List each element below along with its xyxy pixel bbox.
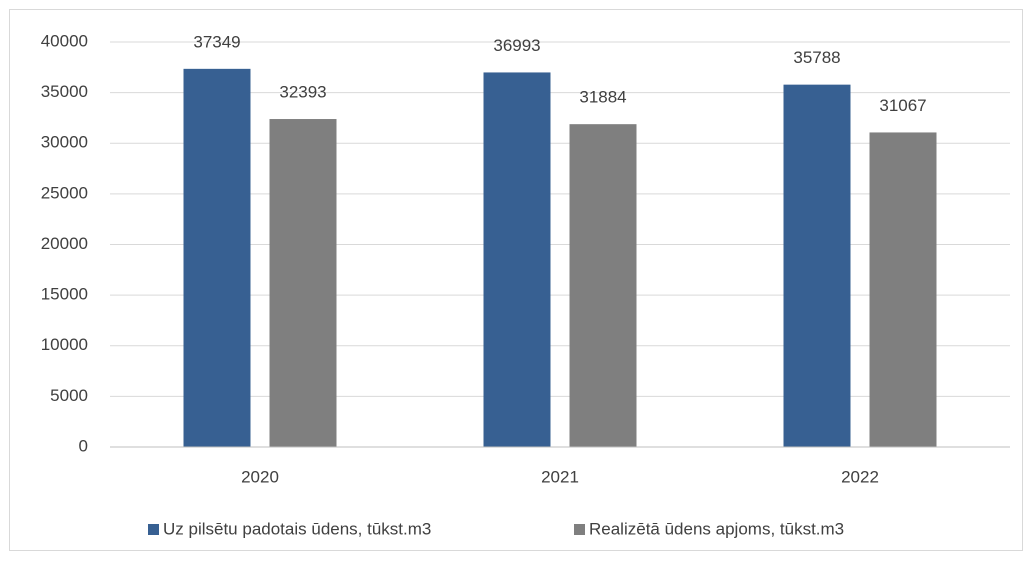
- y-tick-label: 20000: [41, 234, 88, 253]
- legend-label: Realizētā ūdens apjoms, tūkst.m3: [589, 519, 844, 538]
- y-tick-label: 30000: [41, 133, 88, 152]
- data-label: 36993: [493, 36, 540, 55]
- x-tick-label: 2022: [841, 467, 879, 486]
- y-tick-label: 5000: [50, 386, 88, 405]
- bar: [569, 124, 637, 447]
- y-tick-label: 35000: [41, 82, 88, 101]
- bar: [183, 68, 251, 448]
- data-label: 35788: [793, 48, 840, 67]
- bar: [783, 84, 851, 448]
- y-tick-label: 0: [79, 436, 88, 455]
- data-label: 37349: [193, 32, 240, 51]
- data-label: 32393: [279, 83, 326, 102]
- data-label: 31067: [879, 96, 926, 115]
- data-label: 31884: [579, 88, 626, 107]
- legend-label: Uz pilsētu padotais ūdens, tūkst.m3: [163, 519, 431, 538]
- y-tick-label: 10000: [41, 335, 88, 354]
- x-tick-label: 2020: [241, 467, 279, 486]
- bar: [269, 119, 337, 447]
- legend-swatch: [574, 524, 585, 535]
- y-tick-label: 15000: [41, 285, 88, 304]
- bar: [483, 72, 551, 448]
- bar: [869, 132, 937, 447]
- x-tick-label: 2021: [541, 467, 579, 486]
- y-tick-label: 25000: [41, 183, 88, 202]
- legend-swatch: [148, 524, 159, 535]
- y-tick-label: 40000: [41, 31, 88, 50]
